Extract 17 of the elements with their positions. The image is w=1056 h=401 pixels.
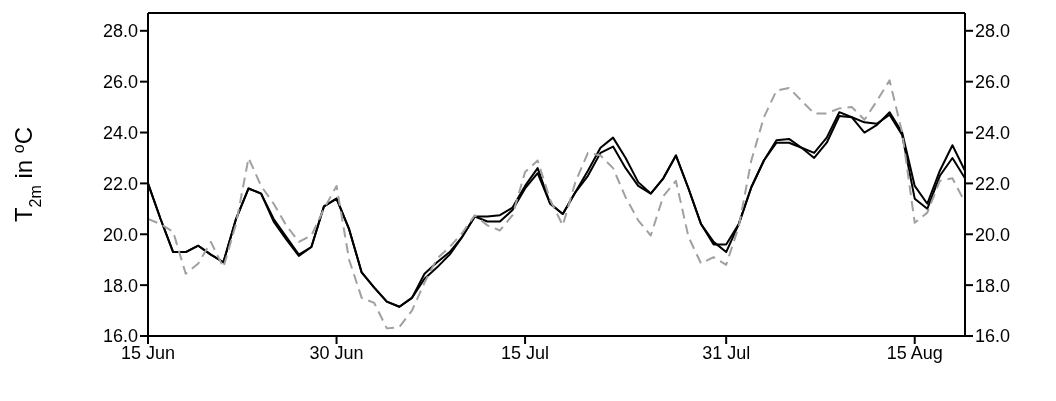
y-tick-label: 26.0 xyxy=(102,72,138,93)
y-tick-label: 22.0 xyxy=(102,173,138,194)
y2-tick-label: 24.0 xyxy=(975,122,1011,143)
y-tick-label: 24.0 xyxy=(102,122,138,143)
y-tick-label: 28.0 xyxy=(102,21,138,42)
y2-tick-label: 22.0 xyxy=(975,173,1011,194)
y-tick-label: 20.0 xyxy=(102,224,138,245)
x-tick-label: 15 Aug xyxy=(886,342,943,363)
x-tick-label: 31 Jul xyxy=(702,342,751,363)
y2-tick-label: 20.0 xyxy=(975,224,1011,245)
y2-tick-label: 28.0 xyxy=(975,21,1011,42)
y2-tick-label: 16.0 xyxy=(975,326,1011,347)
y2-tick-label: 26.0 xyxy=(975,72,1011,93)
y2-tick-label: 18.0 xyxy=(975,275,1011,296)
y-tick-label: 18.0 xyxy=(102,275,138,296)
x-tick-label: 15 Jul xyxy=(501,342,550,363)
x-tick-label: 30 Jun xyxy=(309,342,364,363)
